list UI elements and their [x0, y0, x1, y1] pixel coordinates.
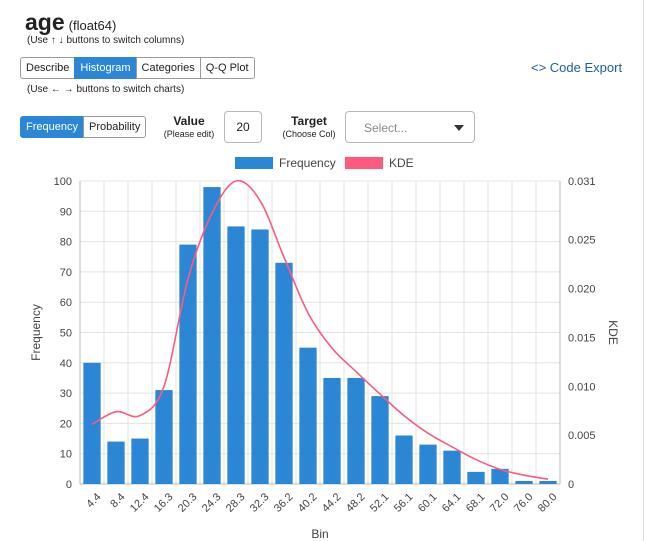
x-tick-label: 60.1 [416, 491, 440, 515]
page-title: age (float64) [25, 9, 116, 36]
y2-tick-label: 0.010 [568, 381, 596, 393]
value-label: Value [173, 114, 205, 128]
target-select-placeholder: Select... [364, 121, 408, 135]
target-label: Target [291, 114, 327, 128]
histogram-bar [107, 441, 125, 484]
hint-switch-charts: (Use ← → buttons to switch charts) [27, 84, 185, 95]
y2-tick-label: 0 [568, 479, 574, 491]
value-sublabel: (Please edit) [163, 129, 215, 139]
y-tick-label: 10 [60, 449, 72, 461]
x-tick-label: 4.4 [84, 491, 103, 510]
histogram-bar [227, 226, 245, 484]
x-tick-label: 76.0 [512, 491, 536, 515]
target-select[interactable]: Select... [345, 111, 475, 143]
histogram-bar [539, 480, 557, 484]
mode-frequency-button[interactable]: Frequency [20, 116, 84, 138]
x-tick-label: 80.0 [536, 491, 560, 515]
panel-border [643, 0, 644, 541]
y-tick-label: 80 [60, 237, 72, 249]
mode-toggle: Frequency Probability [20, 116, 147, 138]
chart-tabs: Describe Histogram Categories Q-Q Plot [20, 57, 255, 79]
y2-axis-title: KDE [606, 320, 620, 345]
tab-qq-plot[interactable]: Q-Q Plot [199, 57, 255, 79]
histogram-chart: Frequency KDE 0 10 20 30 40 50 60 70 80 90 100 0 0.005… [29, 156, 620, 541]
x-tick-label: 20.3 [176, 491, 200, 515]
x-tick-label: 72.0 [488, 491, 512, 515]
histogram-bar [179, 244, 197, 484]
x-tick-label: 44.2 [320, 491, 344, 515]
histogram-bar [203, 187, 221, 484]
tab-categories[interactable]: Categories [135, 57, 201, 79]
histogram-bar [467, 471, 485, 484]
histogram-bar [419, 444, 437, 484]
hint-switch-columns: (Use ↑ ↓ buttons to switch columns) [27, 35, 185, 46]
column-name: age [25, 9, 65, 35]
column-dtype: (float64) [68, 18, 117, 33]
histogram-bar [275, 262, 293, 484]
histogram-bar [299, 347, 317, 484]
y-tick-label: 40 [60, 358, 72, 370]
x-tick-label: 28.3 [224, 491, 248, 515]
y-tick-label: 70 [60, 267, 72, 279]
x-tick-label: 36.2 [272, 491, 296, 515]
x-tick-label: 40.2 [296, 491, 320, 515]
mode-probability-button[interactable]: Probability [82, 116, 147, 138]
x-tick-label: 24.3 [200, 491, 224, 515]
legend-frequency-label: Frequency [279, 156, 336, 170]
histogram-bar [83, 362, 101, 484]
x-tick-label: 32.3 [248, 491, 272, 515]
y-axis-title: Frequency [29, 304, 43, 361]
x-tick-label: 12.4 [128, 491, 152, 515]
x-tick-label: 48.2 [344, 491, 368, 515]
histogram-bar [155, 390, 173, 484]
x-tick-label: 68.1 [464, 491, 488, 515]
y2-tick-label: 0.031 [568, 176, 596, 188]
x-tick-label: 16.3 [152, 491, 176, 515]
tab-describe[interactable]: Describe [20, 57, 76, 79]
y2-tick-label: 0.020 [568, 284, 596, 296]
histogram-bar [323, 377, 341, 484]
x-tick-label: 8.4 [108, 491, 127, 510]
histogram-bar [347, 377, 365, 484]
legend-frequency-swatch [235, 157, 273, 169]
y-tick-label: 60 [60, 297, 72, 309]
code-export-link[interactable]: <> Code Export [531, 60, 623, 75]
target-sublabel: (Choose Col) [282, 129, 336, 139]
x-tick-label: 56.1 [392, 491, 416, 515]
y-tick-label: 30 [60, 388, 72, 400]
y-tick-label: 20 [60, 418, 72, 430]
histogram-bar [395, 435, 413, 484]
y2-tick-label: 0.015 [568, 332, 596, 344]
legend-kde-swatch [345, 157, 383, 169]
histogram-bar [251, 229, 269, 484]
chevron-down-icon [454, 125, 464, 131]
histogram-bar [131, 438, 149, 484]
y2-tick-label: 0.005 [568, 430, 596, 442]
histogram-bar [371, 396, 389, 484]
histogram-bar [515, 480, 533, 484]
kde-line [91, 179, 549, 480]
x-tick-label: 52.1 [368, 491, 392, 515]
y-tick-label: 50 [60, 328, 72, 340]
legend-kde-label: KDE [389, 156, 414, 170]
y2-tick-label: 0.025 [568, 235, 596, 247]
bins-value-input[interactable] [224, 111, 262, 143]
y-tick-label: 90 [60, 206, 72, 218]
x-tick-label: 64.1 [440, 491, 464, 515]
tab-histogram[interactable]: Histogram [74, 57, 137, 79]
histogram-bar [443, 450, 461, 484]
y-tick-label: 100 [54, 176, 72, 188]
histogram-bar [491, 468, 509, 484]
y-tick-label: 0 [66, 479, 72, 491]
x-axis-title: Bin [311, 527, 328, 541]
